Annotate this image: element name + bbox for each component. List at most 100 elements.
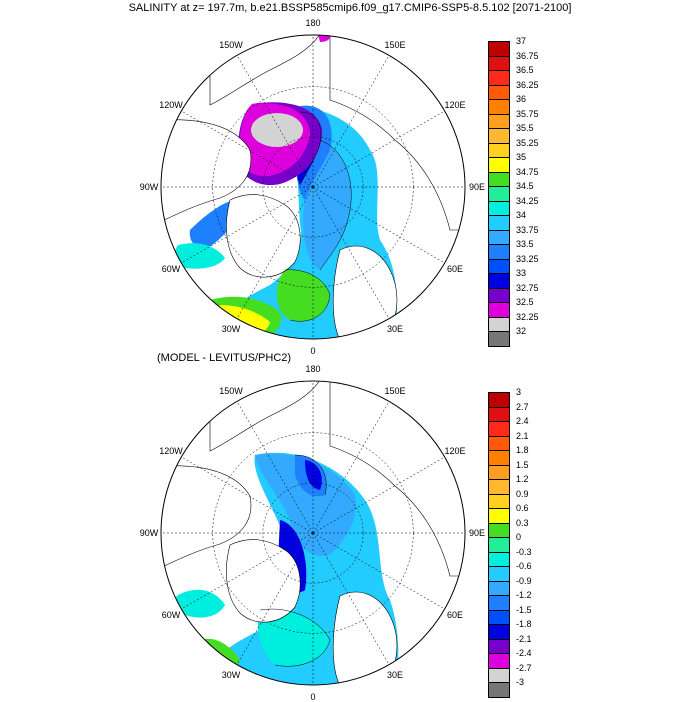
colorbar-swatch xyxy=(488,464,510,480)
colorbar-swatch xyxy=(488,244,510,260)
colorbar-swatch xyxy=(488,667,510,683)
longitude-label: 30E xyxy=(386,324,404,335)
colorbar-label: 34 xyxy=(516,210,527,220)
longitude-label: 60E xyxy=(447,264,464,274)
colorbar-swatch xyxy=(488,479,510,495)
colorbar-swatch xyxy=(488,682,510,698)
colorbar-label: 0.9 xyxy=(516,488,529,499)
longitude-label: 90W xyxy=(139,528,159,538)
colorbar-label: 32.25 xyxy=(516,311,539,322)
colorbar-swatch xyxy=(488,142,510,158)
graticule xyxy=(161,35,465,339)
longitude-label: 180 xyxy=(305,18,321,28)
colorbar-swatch xyxy=(488,84,510,100)
difference-map xyxy=(161,381,465,685)
ocean-fill xyxy=(255,453,356,556)
colorbar-label: -2.4 xyxy=(516,648,532,658)
colorbar-label: 2.4 xyxy=(516,416,529,426)
colorbar-swatch xyxy=(488,450,510,466)
colorbar-swatch xyxy=(488,406,510,422)
colorbar-label: 36.5 xyxy=(516,65,534,75)
longitude-label: 150W xyxy=(219,39,243,50)
graticule xyxy=(161,381,465,685)
colorbar-swatch xyxy=(488,522,510,538)
colorbar-label: 0 xyxy=(516,532,522,542)
colorbar-label: 0.6 xyxy=(516,503,529,513)
colorbar-label: 35 xyxy=(516,152,527,162)
colorbar-swatch xyxy=(488,331,510,347)
colorbar-label: 37 xyxy=(516,36,527,46)
land-canada xyxy=(161,465,252,569)
colorbar-label: 3 xyxy=(516,387,522,397)
colorbar-swatch xyxy=(488,186,510,202)
meridian-line xyxy=(312,532,390,665)
colorbar-label: 33.25 xyxy=(516,253,539,264)
land-greenland xyxy=(226,539,301,623)
colorbar-swatch xyxy=(488,273,510,289)
longitude-label: 0 xyxy=(310,346,316,356)
colorbar-label: 32.5 xyxy=(516,297,534,307)
colorbar-swatch xyxy=(488,435,510,451)
colorbar-swatch xyxy=(488,537,510,553)
meridian-line xyxy=(312,55,390,188)
meridian-line xyxy=(236,186,314,319)
colorbar-label: 35.75 xyxy=(516,108,539,119)
longitude-label: 150E xyxy=(384,39,406,50)
colorbar-label: 2.1 xyxy=(516,430,529,441)
ocean-fill xyxy=(251,113,303,147)
colorbar-label: -1.5 xyxy=(516,604,532,615)
longitude-label: 60W xyxy=(161,610,181,620)
colorbar-label: 36 xyxy=(516,94,527,104)
colorbar-label: 32 xyxy=(516,326,527,336)
longitude-label: 120W xyxy=(159,100,183,110)
colorbar-label: 0.3 xyxy=(516,517,529,528)
longitude-label: 0 xyxy=(310,692,316,702)
colorbar-swatch xyxy=(488,609,510,625)
meridian-line xyxy=(312,186,445,264)
meridian-line xyxy=(312,186,390,319)
colorbar-swatch xyxy=(488,392,510,408)
colorbar-label: -0.9 xyxy=(516,575,532,586)
ocean-fill xyxy=(257,609,330,667)
colorbar-swatch xyxy=(488,70,510,86)
meridian-line xyxy=(181,186,314,264)
colorbar-label: 1.8 xyxy=(516,445,529,455)
colorbar-label: 33 xyxy=(516,268,527,278)
colorbar-swatch xyxy=(488,229,510,245)
longitude-label: 150E xyxy=(384,385,406,396)
colorbar-label: 34.75 xyxy=(516,166,539,177)
longitude-label: 30W xyxy=(221,670,241,681)
colorbar-swatch xyxy=(488,316,510,332)
colorbar-label: 34.5 xyxy=(516,181,534,191)
colorbar-swatch xyxy=(488,215,510,231)
longitude-label: 90W xyxy=(139,182,159,192)
colorbar-label: 1.2 xyxy=(516,474,529,484)
map-boundary xyxy=(160,380,466,686)
land-scandinavia xyxy=(332,245,398,339)
colorbar-label: 34.25 xyxy=(516,195,539,206)
colorbar-swatch xyxy=(488,55,510,71)
meridian-line xyxy=(236,401,314,534)
colorbar-label: -2.1 xyxy=(516,633,532,644)
colorbar-swatch xyxy=(488,595,510,611)
longitude-label: 120E xyxy=(444,100,466,110)
longitude-label: 120W xyxy=(159,446,183,456)
colorbar-label: 36.25 xyxy=(516,79,539,90)
longitude-label: 90E xyxy=(468,528,486,538)
contour-line xyxy=(284,269,331,322)
colorbar-label: 2.7 xyxy=(516,401,529,412)
ocean-fill xyxy=(276,269,330,322)
colorbar-swatch xyxy=(488,171,510,187)
longitude-label: 150W xyxy=(219,385,243,396)
ocean-fill xyxy=(174,243,225,269)
colorbar-swatch xyxy=(488,638,510,654)
meridian-line xyxy=(312,532,445,610)
colorbar-label: -0.3 xyxy=(516,546,532,557)
meridian-line xyxy=(312,456,445,534)
longitude-label: 120E xyxy=(444,446,466,456)
parallel-circle xyxy=(262,136,364,238)
colorbar-swatch xyxy=(488,508,510,524)
ocean-fill xyxy=(174,589,225,618)
meridian-line xyxy=(181,110,314,188)
colorbar-swatch xyxy=(488,580,510,596)
